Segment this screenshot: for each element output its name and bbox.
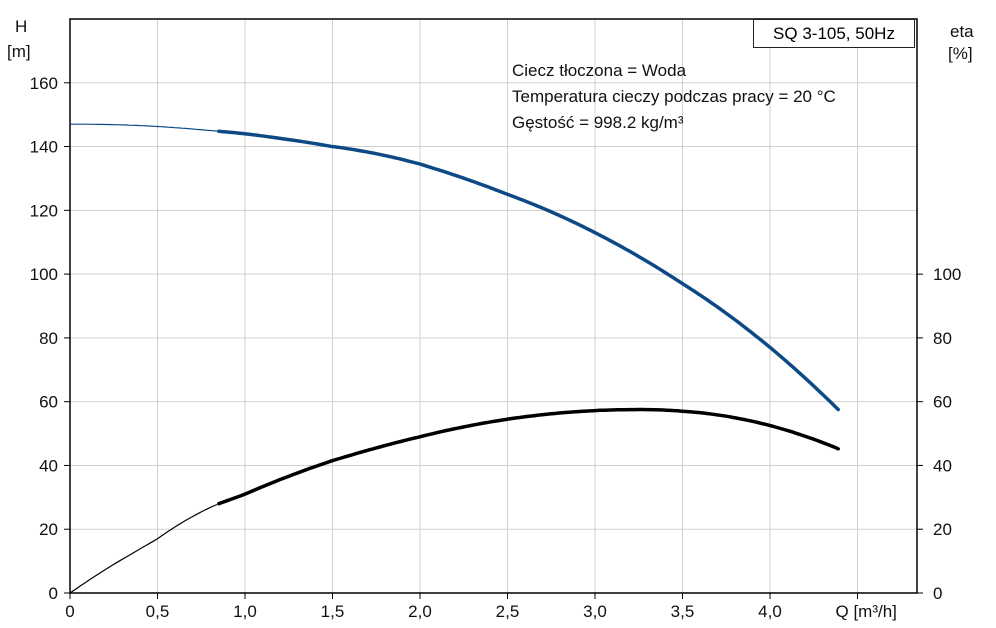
y-right-tick-label: 100	[933, 265, 961, 284]
annotation-temperature: Temperatura cieczy podczas pracy = 20 °C	[512, 87, 836, 106]
y-left-tick-label: 20	[39, 520, 58, 539]
series-eta-thin	[69, 503, 218, 594]
y-right-tick-label: 60	[933, 393, 952, 412]
y-left-tick-label: 100	[30, 265, 58, 284]
series-eta-line	[217, 407, 840, 506]
y-left-tick-label: 140	[30, 138, 58, 157]
y-left-label-unit: [m]	[7, 42, 31, 61]
x-tick-label: 4,0	[758, 602, 782, 621]
y-left-tick-label: 120	[30, 201, 58, 220]
y-left-label-name: H	[15, 17, 27, 36]
annotation-fluid: Ciecz tłoczona = Woda	[512, 61, 687, 80]
series-H-thin	[70, 123, 218, 132]
y-right-tick-label: 80	[933, 329, 952, 348]
y-right-tick-label: 40	[933, 456, 952, 475]
x-tick-label: 3,5	[671, 602, 695, 621]
x-tick-label: 1,0	[233, 602, 257, 621]
plot-frame	[69, 18, 918, 594]
y-right-tick-label: 0	[933, 584, 942, 603]
y-right-tick-label: 20	[933, 520, 952, 539]
y-left-tick-label: 80	[39, 329, 58, 348]
x-tick-label: 0,5	[146, 602, 170, 621]
annotation-density: Gęstość = 998.2 kg/m³	[512, 113, 684, 132]
x-tick-label: 2,5	[496, 602, 520, 621]
x-tick-label: 1,5	[321, 602, 345, 621]
x-tick-label: 0	[65, 602, 74, 621]
y-right-label-unit: [%]	[948, 44, 973, 63]
annotation-block: Ciecz tłoczona = Woda Temperatura cieczy…	[512, 58, 836, 136]
y-left-tick-label: 160	[30, 74, 58, 93]
y-right-label-name: eta	[950, 22, 974, 41]
x-tick-label: 2,0	[408, 602, 432, 621]
x-tick-label: 3,0	[583, 602, 607, 621]
y-left-tick-label: 40	[39, 456, 58, 475]
y-left-tick-label: 0	[49, 584, 58, 603]
chart-title-box: SQ 3-105, 50Hz	[753, 19, 915, 48]
series-H-line	[217, 129, 840, 412]
x-axis-label: Q [m³/h]	[836, 602, 897, 621]
y-left-tick-label: 60	[39, 393, 58, 412]
